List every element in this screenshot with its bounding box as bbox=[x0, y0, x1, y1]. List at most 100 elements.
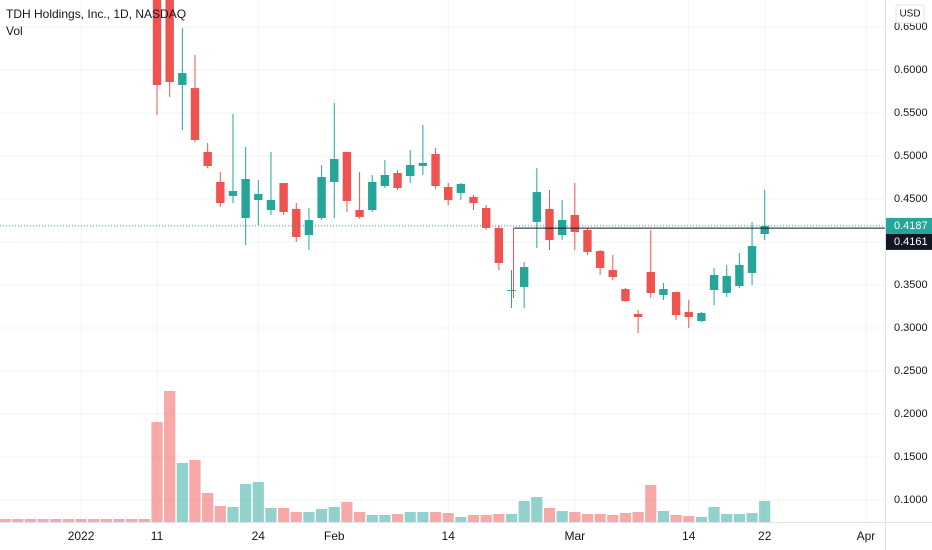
y-tick-label: 0.6500 bbox=[894, 21, 928, 33]
candle-body bbox=[444, 186, 453, 201]
last-price-box bbox=[886, 217, 932, 234]
currency[interactable]: USD bbox=[899, 9, 920, 20]
candle-body bbox=[190, 88, 200, 141]
volume-bar bbox=[417, 512, 429, 522]
candle-body bbox=[671, 291, 681, 316]
volume-bar bbox=[645, 485, 657, 522]
candle-body bbox=[570, 214, 579, 233]
volume-bar bbox=[594, 514, 606, 522]
volume-bar bbox=[733, 514, 745, 522]
volume-bar bbox=[88, 519, 100, 522]
candle-body bbox=[456, 184, 466, 193]
y-tick-label: 0.5500 bbox=[894, 107, 928, 119]
candle-body bbox=[735, 264, 744, 287]
y-tick-label: 0.4500 bbox=[894, 193, 928, 205]
candle-body bbox=[241, 178, 250, 219]
currency-box[interactable] bbox=[895, 4, 925, 24]
candle-body bbox=[254, 194, 263, 201]
volume-bar bbox=[543, 508, 556, 522]
volume-bar bbox=[138, 519, 150, 522]
volume-bar bbox=[505, 514, 518, 522]
volume-bar bbox=[493, 514, 505, 522]
volume-bar bbox=[100, 519, 112, 522]
volume-bar bbox=[569, 512, 581, 522]
volume-bar bbox=[759, 501, 771, 522]
candle-body bbox=[292, 208, 301, 238]
volume-bar bbox=[518, 501, 530, 522]
volume-bar bbox=[632, 512, 644, 522]
candle-body bbox=[659, 289, 668, 295]
candle-body bbox=[608, 270, 617, 277]
volume-bar bbox=[328, 507, 340, 522]
candle-body bbox=[279, 183, 288, 212]
candle-body bbox=[519, 267, 529, 287]
candle-body bbox=[709, 275, 719, 290]
candle-body bbox=[152, 0, 162, 85]
candle-body bbox=[747, 246, 757, 273]
candle-body bbox=[342, 151, 352, 201]
volume-bar bbox=[278, 508, 290, 522]
volume-bar bbox=[189, 460, 201, 522]
volume-bar bbox=[0, 519, 11, 522]
candle-body bbox=[317, 176, 326, 219]
volume-bar bbox=[442, 513, 454, 522]
y-tick-label: 0.1000 bbox=[894, 494, 928, 506]
volume-bar bbox=[24, 519, 37, 522]
x-tick-label: Mar bbox=[564, 529, 585, 543]
last-price-label: 0.4187 bbox=[894, 220, 928, 232]
candle-body bbox=[330, 159, 339, 182]
candle-body bbox=[368, 181, 377, 211]
x-tick-label: Feb bbox=[324, 529, 345, 543]
volume-bar bbox=[366, 515, 378, 522]
volume-bar bbox=[379, 515, 391, 522]
volume-bar bbox=[353, 512, 366, 522]
volume-bar bbox=[695, 517, 707, 522]
candle-body bbox=[697, 313, 706, 322]
hline-label: 0.4161 bbox=[894, 236, 928, 248]
volume-bar bbox=[240, 484, 252, 522]
candle-body bbox=[532, 192, 542, 222]
candle-body bbox=[621, 289, 630, 301]
candle-body bbox=[355, 210, 364, 217]
price-axis: 0.10000.15000.20000.25000.30000.35000.40… bbox=[894, 21, 928, 506]
volume-bar bbox=[75, 519, 87, 522]
volume-bar bbox=[50, 519, 62, 522]
volume-bar bbox=[670, 515, 682, 522]
y-tick-label: 0.2000 bbox=[894, 408, 928, 420]
candle-body bbox=[722, 275, 731, 293]
hline-box bbox=[886, 233, 932, 250]
x-tick-label: 22 bbox=[758, 529, 772, 543]
volume-bar bbox=[429, 512, 442, 522]
y-tick-label: 0.1500 bbox=[894, 451, 928, 463]
volume-bar bbox=[303, 512, 315, 522]
candle-body bbox=[228, 190, 238, 196]
volume-bar bbox=[202, 493, 214, 522]
volume-bar bbox=[619, 513, 632, 522]
volume-bar bbox=[404, 512, 416, 522]
candle-body bbox=[418, 162, 428, 166]
candle-body bbox=[760, 225, 769, 234]
volume-bar bbox=[214, 506, 226, 522]
volume-bar bbox=[290, 512, 302, 522]
candle-body bbox=[165, 0, 174, 83]
y-tick-label: 0.5000 bbox=[894, 150, 928, 162]
volume-label: Vol bbox=[6, 24, 23, 38]
volume-bar bbox=[556, 511, 568, 522]
volume-bar bbox=[37, 519, 49, 522]
volume-bar bbox=[227, 507, 239, 522]
volume-bar bbox=[721, 514, 733, 522]
volume-bar bbox=[683, 516, 695, 522]
volume-bar bbox=[581, 514, 594, 522]
candle-body bbox=[203, 151, 212, 166]
volume-bar bbox=[12, 519, 24, 522]
volume-bar bbox=[480, 515, 492, 522]
x-tick-label: 24 bbox=[252, 529, 266, 543]
volume-bar bbox=[164, 391, 176, 522]
x-tick-label: Apr bbox=[857, 529, 876, 543]
candle-body bbox=[469, 197, 478, 204]
volume-bar bbox=[341, 502, 353, 522]
candle-body bbox=[684, 311, 693, 317]
y-tick-label: 0.6000 bbox=[894, 64, 928, 76]
